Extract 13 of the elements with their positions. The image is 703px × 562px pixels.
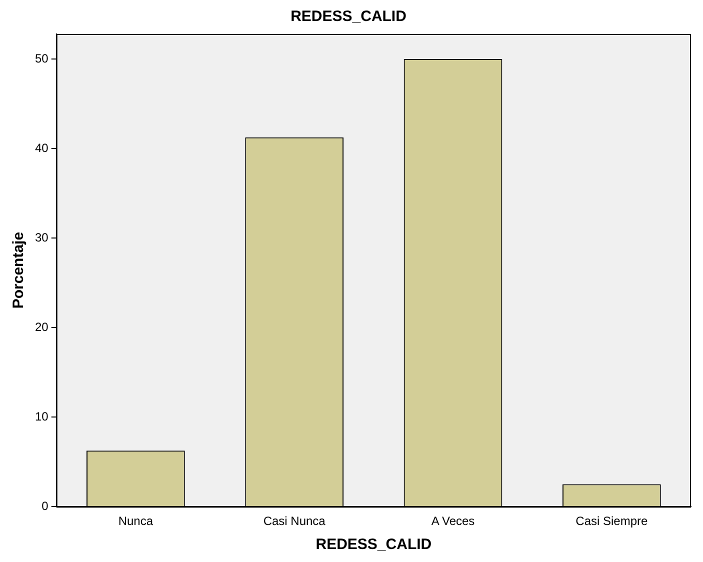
x-tick-label: Casi Nunca	[263, 514, 326, 528]
y-tick-label: 50	[34, 51, 49, 66]
y-tick-label: 0	[42, 498, 49, 513]
chart-title: REDESS_CALID	[290, 8, 407, 26]
y-axis-title: Porcentaje	[10, 232, 28, 309]
y-tick-label: 10	[34, 409, 49, 424]
y-tick-label: 40	[34, 140, 49, 155]
x-tick-label: Casi Siempre	[576, 514, 648, 528]
x-tick-label: Nunca	[118, 514, 154, 528]
y-tick-label: 20	[34, 320, 49, 334]
y-tick-label: 30	[34, 230, 49, 244]
x-tick-label: A Veces	[431, 514, 475, 528]
x-axis-title: REDESS_CALID	[316, 536, 432, 554]
